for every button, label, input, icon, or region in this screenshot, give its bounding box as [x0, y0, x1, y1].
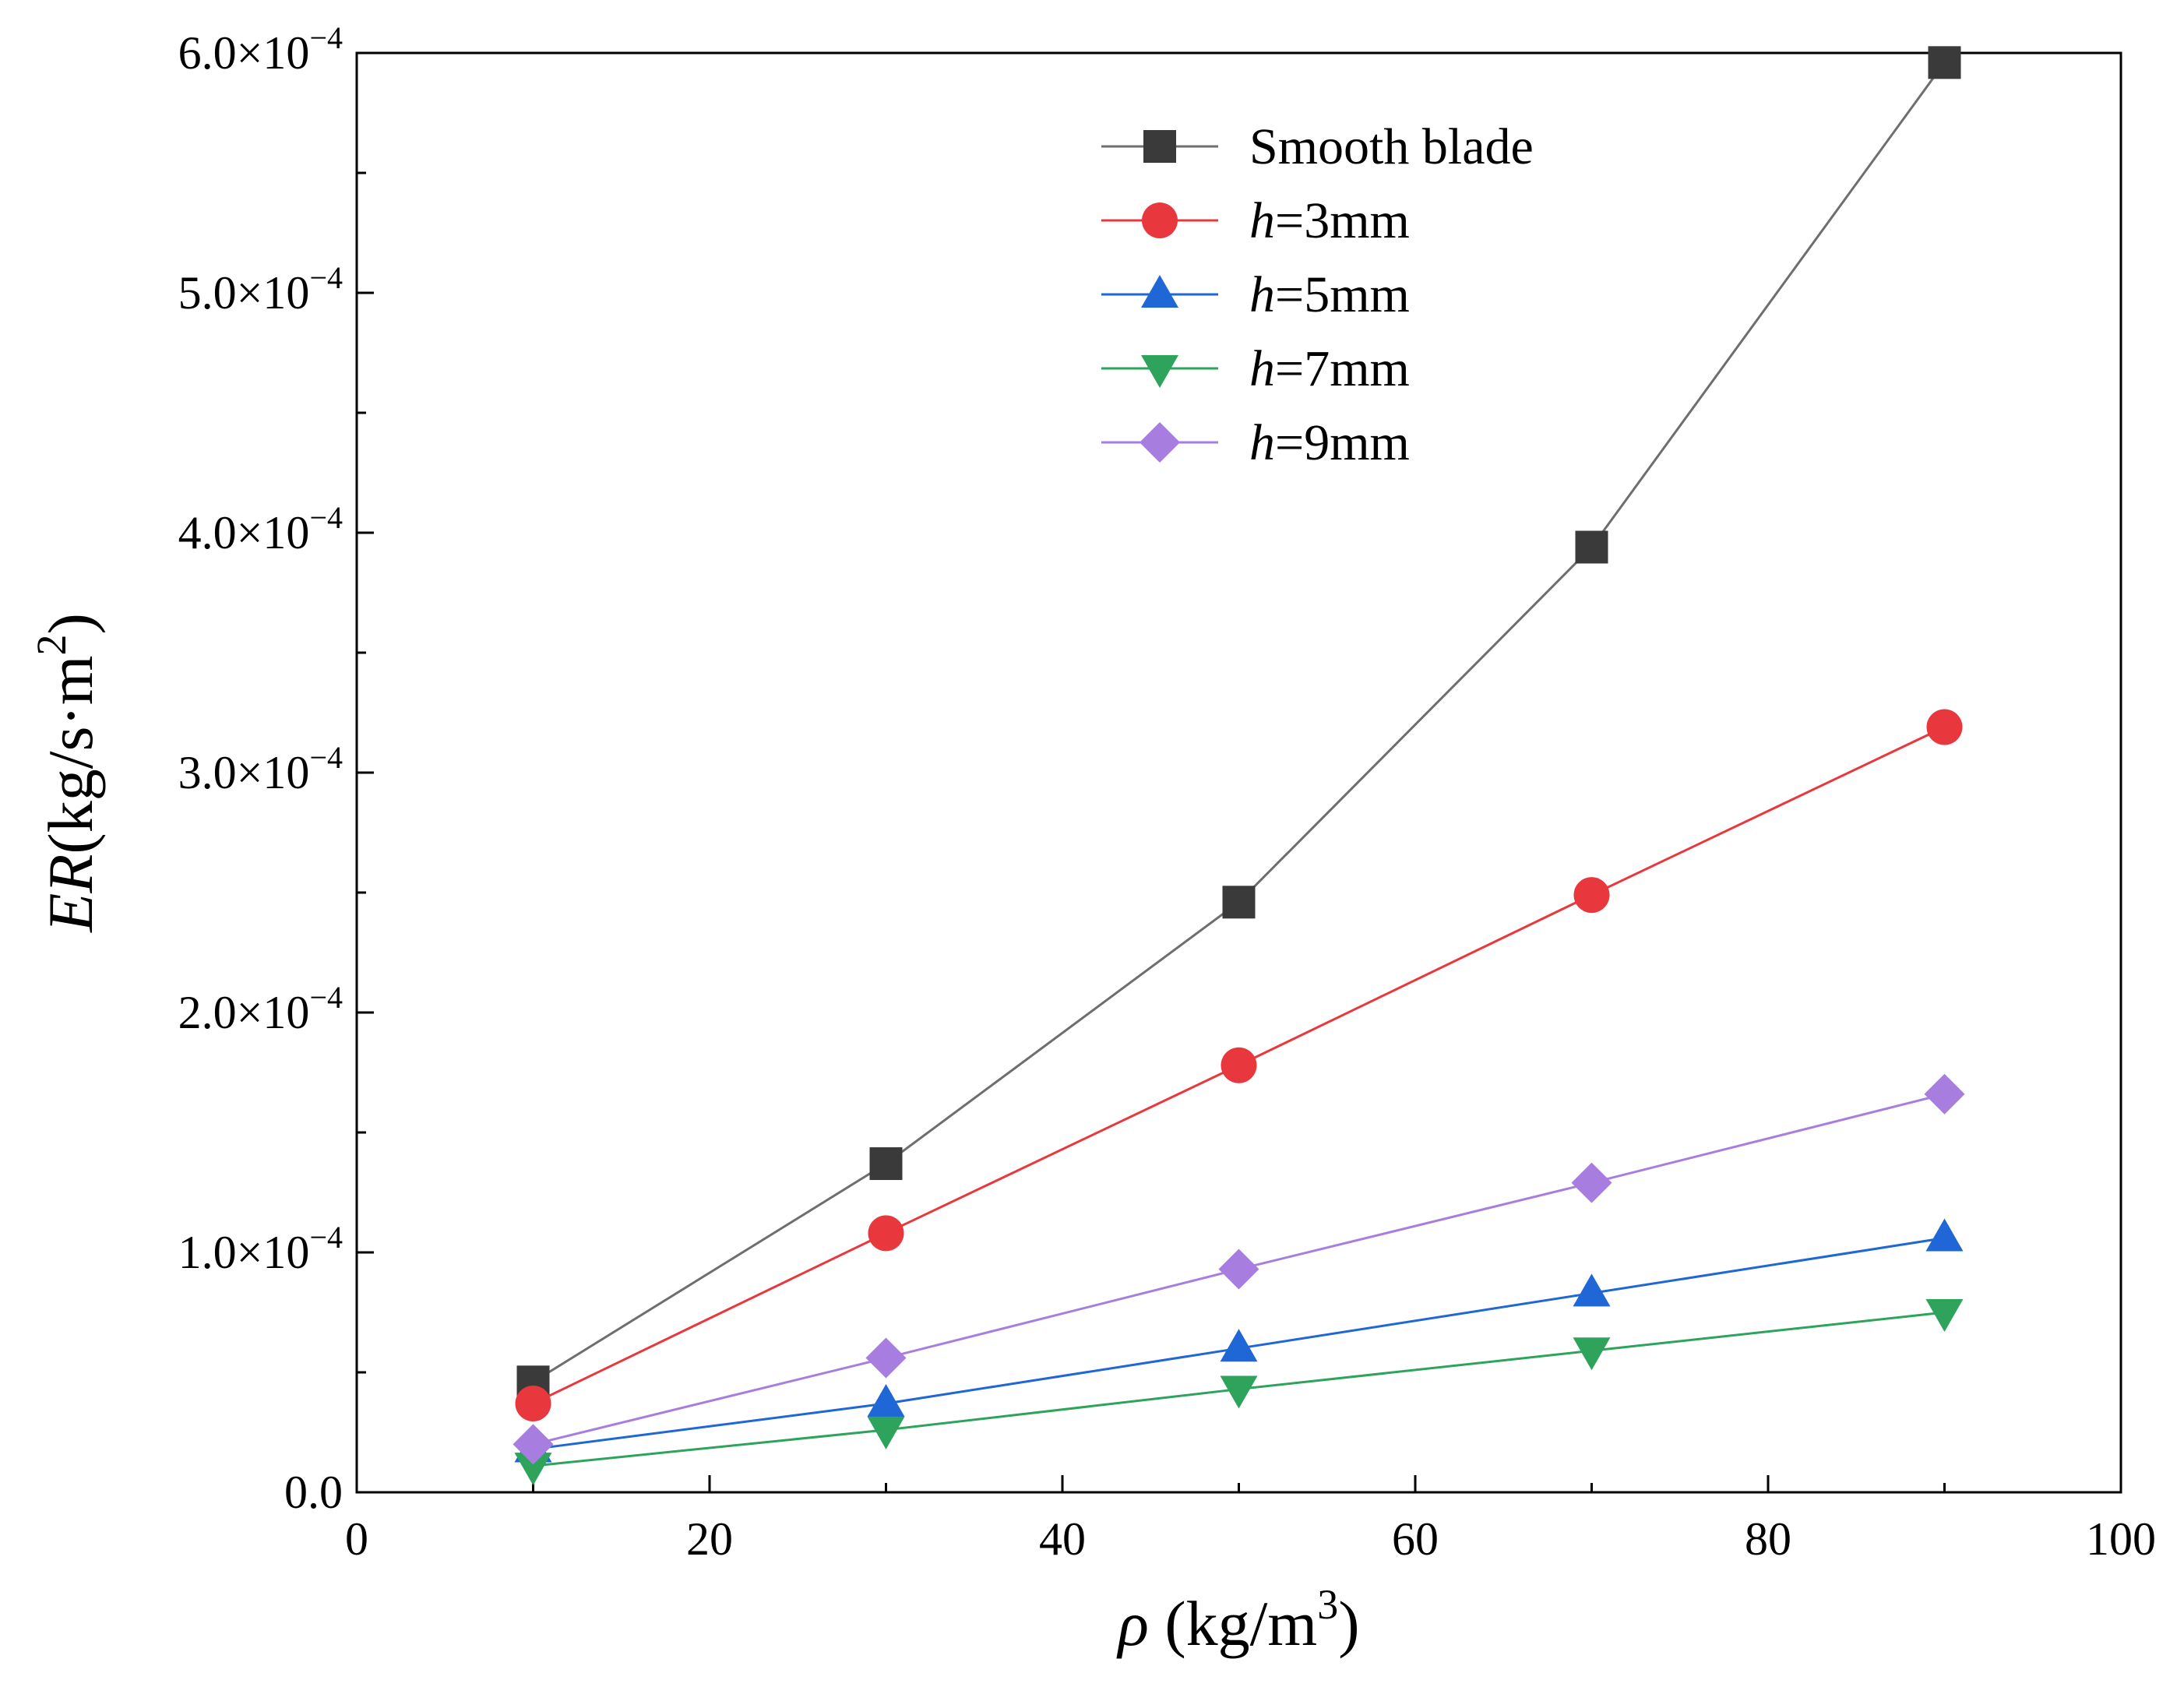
legend-label-text: Smooth blade — [1249, 118, 1534, 175]
y-axis-symbol: ER — [35, 854, 106, 933]
legend-label: h=7mm — [1249, 340, 1410, 397]
data-point — [868, 1215, 904, 1252]
legend-label: Smooth blade — [1249, 118, 1534, 175]
legend-label-text: =7mm — [1275, 340, 1410, 397]
x-tick-label: 20 — [686, 1513, 733, 1565]
data-point — [1928, 46, 1961, 79]
data-point — [1220, 1375, 1258, 1409]
data-point — [515, 1386, 551, 1422]
y-tick-label: 5.0×10−4 — [178, 260, 343, 319]
legend-marker — [1140, 422, 1180, 463]
legend-marker — [1141, 355, 1178, 388]
y-tick-mantissa: 0.0 — [284, 1467, 343, 1518]
data-point — [1218, 1249, 1259, 1290]
legend-marker — [1143, 130, 1176, 163]
data-point — [1575, 530, 1608, 564]
x-tick-label: 40 — [1039, 1513, 1086, 1565]
x-axis-unit: (kg/m — [1149, 1588, 1317, 1659]
y-tick-label: 1.0×10−4 — [178, 1220, 343, 1278]
legend-label-var: h — [1249, 340, 1275, 397]
legend-label-var: h — [1249, 192, 1275, 249]
data-point — [1573, 877, 1610, 914]
data-point — [869, 1147, 903, 1181]
x-tick-label: 80 — [1745, 1513, 1791, 1565]
y-axis-unit-close: ) — [35, 613, 106, 634]
data-point — [1222, 886, 1256, 919]
data-point — [867, 1384, 905, 1418]
legend-item: h=3mm — [1101, 192, 1410, 249]
y-tick-exponent: −4 — [309, 1220, 343, 1255]
data-point — [1925, 1299, 1964, 1332]
data-point — [514, 1453, 552, 1486]
series-h-7mm — [514, 1299, 1964, 1486]
data-point — [1924, 1073, 1965, 1115]
y-tick-mantissa: 5.0×10 — [178, 267, 310, 319]
x-axis-title: ρ (kg/m3) — [1115, 1581, 1359, 1659]
y-tick-label: 3.0×10−4 — [178, 740, 343, 798]
x-axis-unit-close: ) — [1338, 1588, 1359, 1659]
y-tick-label: 4.0×10−4 — [178, 500, 343, 558]
legend-item: Smooth blade — [1101, 118, 1534, 175]
legend-item: h=5mm — [1101, 266, 1410, 323]
legend-label-text: =5mm — [1275, 266, 1410, 323]
legend-label-var: h — [1249, 266, 1275, 323]
legend-label: h=9mm — [1249, 414, 1410, 471]
x-tick-label: 0 — [345, 1513, 368, 1565]
data-point — [1925, 1218, 1964, 1252]
y-tick-exponent: −4 — [309, 740, 343, 775]
y-tick-mantissa: 4.0×10 — [178, 507, 310, 558]
data-point — [1573, 1273, 1611, 1307]
legend-label-text: =3mm — [1275, 192, 1410, 249]
x-tick-label: 100 — [2086, 1513, 2156, 1565]
legend-label: h=5mm — [1249, 266, 1410, 323]
y-tick-mantissa: 2.0×10 — [178, 987, 310, 1038]
y-axis-title: ER(kg/s·m2) — [28, 613, 106, 933]
y-tick-label: 6.0×10−4 — [178, 20, 343, 79]
y-tick-exponent: −4 — [309, 260, 343, 295]
y-tick-label: 0.0 — [284, 1467, 343, 1518]
legend-marker — [1142, 203, 1178, 238]
data-point — [865, 1337, 907, 1379]
legend-label: h=3mm — [1249, 192, 1410, 249]
x-tick-label: 60 — [1392, 1513, 1439, 1565]
series-h-9mm — [513, 1073, 1965, 1465]
x-axis-symbol: ρ — [1115, 1588, 1148, 1659]
series-h-3mm — [515, 709, 1963, 1422]
legend-label-text: =9mm — [1275, 414, 1410, 471]
legend-label-var: h — [1249, 414, 1275, 471]
y-tick-mantissa: 6.0×10 — [178, 27, 310, 79]
y-tick-mantissa: 3.0×10 — [178, 747, 310, 798]
data-point — [1220, 1329, 1258, 1362]
data-point — [1221, 1047, 1257, 1083]
legend-marker — [1141, 275, 1178, 308]
y-tick-mantissa: 1.0×10 — [178, 1227, 310, 1278]
y-tick-exponent: −4 — [309, 20, 343, 55]
legend-item: h=7mm — [1101, 340, 1410, 397]
data-point — [1573, 1337, 1611, 1371]
y-tick-exponent: −4 — [309, 980, 343, 1015]
data-point — [513, 1424, 554, 1465]
data-point — [1571, 1162, 1612, 1203]
series-line — [532, 62, 1946, 1383]
y-axis-unit: (kg/s·m — [35, 656, 106, 854]
legend-item: h=9mm — [1101, 414, 1410, 471]
y-tick-label: 2.0×10−4 — [178, 980, 343, 1038]
x-axis-unit-exponent: 3 — [1317, 1581, 1338, 1628]
data-point — [867, 1416, 905, 1449]
series-smooth-blade — [516, 46, 1961, 1399]
y-axis-unit-exponent: 2 — [28, 635, 75, 656]
data-point — [1926, 709, 1963, 745]
y-tick-exponent: −4 — [309, 500, 343, 535]
